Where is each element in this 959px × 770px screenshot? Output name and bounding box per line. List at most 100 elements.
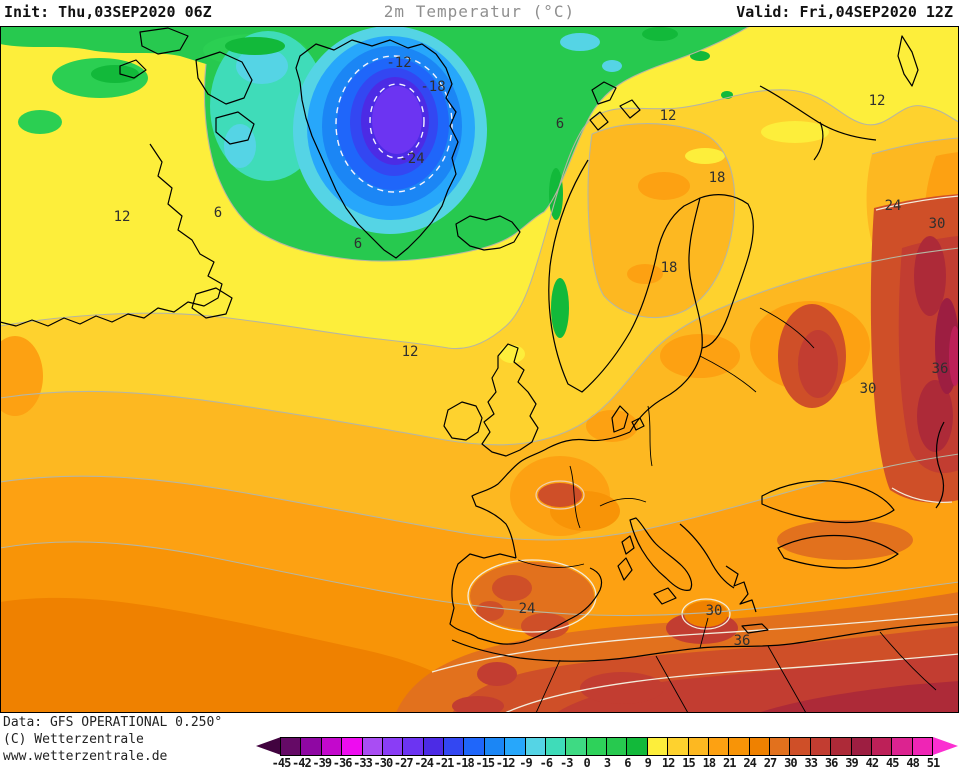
colorbar-left-arrow-icon — [256, 737, 281, 755]
contour-label: 24 — [519, 601, 536, 617]
colorbar-tick-label: 12 — [661, 756, 675, 770]
colorbar-tick-label: 45 — [886, 756, 899, 770]
init-time-label: Init: Thu,03SEP2020 06Z — [4, 3, 212, 21]
colorbar-segment — [300, 737, 322, 756]
colorbar-tick-label: 18 — [702, 756, 716, 770]
contour-label: 12 — [114, 209, 131, 225]
colorbar-tick-label: -36 — [332, 756, 353, 770]
contour-label: 6 — [354, 236, 362, 252]
colorbar-segment — [585, 737, 607, 756]
temperature-colorbar: -45 -42 -39 -36 -33 -30 -27 -24 -21 -18 -15 -12 -9 -6… — [256, 737, 959, 770]
colorbar-tick-label: -6 — [539, 756, 553, 770]
contour-label: 6 — [556, 116, 564, 132]
colorbar-segment — [646, 737, 669, 756]
colorbar-tick-label: -33 — [353, 756, 373, 770]
colorbar-right-arrow-icon — [933, 737, 958, 755]
colorbar-segment — [504, 737, 526, 756]
contour-label: 12 — [869, 93, 886, 109]
colorbar-tick-label: 51 — [926, 756, 940, 770]
colorbar-segment — [402, 737, 424, 756]
colorbar-tick-label: -15 — [475, 756, 495, 770]
colorbar-segment — [544, 737, 567, 756]
colorbar-segment — [422, 737, 444, 756]
colorbar-segment — [565, 737, 587, 756]
colorbar-tick-label: -30 — [373, 756, 394, 770]
contour-label: 12 — [402, 344, 419, 360]
colorbar-segment — [789, 737, 811, 756]
colorbar-tick-label: 9 — [644, 756, 652, 770]
colorbar-segment — [911, 737, 933, 756]
copyright-label: (C) Wetterzentrale — [3, 732, 144, 747]
credits-block: Data: GFS OPERATIONAL 0.250° (C) Wetterze… — [3, 714, 222, 765]
temperature-map-svg: -12 -18 -24 6 12 6 6 12 12 18 18 24 30 12 30 36 24 30 36 — [0, 26, 959, 713]
colorbar-tick-label: -24 — [414, 756, 434, 770]
colorbar-segment — [687, 737, 709, 756]
contour-label: 36 — [932, 361, 949, 377]
contour-label: -24 — [399, 151, 424, 167]
colorbar-segment — [280, 737, 302, 756]
map-title: 2m Temperatur (°C) — [383, 2, 576, 21]
contour-label: 18 — [661, 260, 678, 276]
map-footer: Data: GFS OPERATIONAL 0.250° (C) Wetterze… — [0, 713, 959, 770]
colorbar-tick-label: -9 — [519, 756, 532, 770]
contour-label: 30 — [929, 216, 946, 232]
colorbar-tick-label: -3 — [560, 756, 573, 770]
colorbar-segment — [809, 737, 832, 756]
website-label: www.wetterzentrale.de — [3, 749, 168, 764]
contour-label: 18 — [709, 170, 726, 186]
contour-label: 24 — [885, 198, 902, 214]
colorbar-segment — [830, 737, 852, 756]
colorbar-segment — [443, 737, 465, 756]
colorbar-tick-label: -21 — [434, 756, 455, 770]
colorbar-tick-label: -18 — [455, 756, 475, 770]
colorbar-segment — [341, 737, 363, 756]
colorbar-segment — [463, 737, 485, 756]
contour-label: -18 — [420, 79, 445, 95]
colorbar-segment — [361, 737, 383, 756]
colorbar-tick-label: 21 — [723, 756, 736, 770]
colorbar-segment — [870, 737, 893, 756]
colorbar-tick-label: -42 — [292, 756, 312, 770]
colorbar-tick-label: 39 — [845, 756, 858, 770]
colorbar-segment — [320, 737, 343, 756]
colorbar-tick-label: 24 — [743, 756, 756, 770]
colorbar-segments — [280, 737, 933, 756]
colorbar-tick-label: 27 — [763, 756, 777, 770]
colorbar-tick-label: 3 — [603, 756, 611, 770]
colorbar-segment — [850, 737, 872, 756]
contour-label: 36 — [734, 633, 751, 649]
map-header: Init: Thu,03SEP2020 06Z 2m Temperatur (°… — [0, 0, 959, 26]
colorbar-segment — [667, 737, 689, 756]
colorbar-tick-label: 48 — [906, 756, 919, 770]
colorbar-segment — [381, 737, 404, 756]
contour-label: 6 — [214, 205, 222, 221]
contour-label: -12 — [386, 55, 411, 71]
colorbar-segment — [606, 737, 628, 756]
colorbar-tick-label: 6 — [624, 756, 631, 770]
colorbar-tick-label: 33 — [804, 756, 818, 770]
valid-time-label: Valid: Fri,04SEP2020 12Z — [736, 3, 953, 21]
colorbar-segment — [524, 737, 546, 756]
colorbar-segment — [728, 737, 750, 756]
colorbar-segment — [891, 737, 913, 756]
colorbar-tick-label: 36 — [824, 756, 838, 770]
colorbar-tick-label: -39 — [312, 756, 332, 770]
colorbar-tick-label: -45 — [271, 756, 292, 770]
contour-label: 30 — [860, 381, 877, 397]
colorbar-tick-label: -27 — [393, 756, 414, 770]
colorbar-segment — [748, 737, 770, 756]
colorbar-segment — [626, 737, 648, 756]
colorbar-tick-label: -12 — [495, 756, 516, 770]
colorbar-segment — [483, 737, 506, 756]
contour-label: 30 — [706, 603, 723, 619]
temperature-map: -12 -18 -24 6 12 6 6 12 12 18 18 24 30 12 30 36 24 30 36 — [0, 26, 959, 713]
colorbar-tick-label: 42 — [865, 756, 879, 770]
contour-label: 12 — [660, 108, 677, 124]
colorbar-tick-label: 0 — [583, 756, 591, 770]
colorbar-tick-label: 15 — [682, 756, 695, 770]
colorbar-tick-label: 30 — [784, 756, 797, 770]
colorbar-segment — [707, 737, 730, 756]
colorbar-tick-labels: -45 -42 -39 -36 -33 -30 -27 -24 -21 -18 -15 -12 -9 -6… — [272, 756, 941, 770]
data-source-label: Data: GFS OPERATIONAL 0.250° — [3, 715, 223, 730]
